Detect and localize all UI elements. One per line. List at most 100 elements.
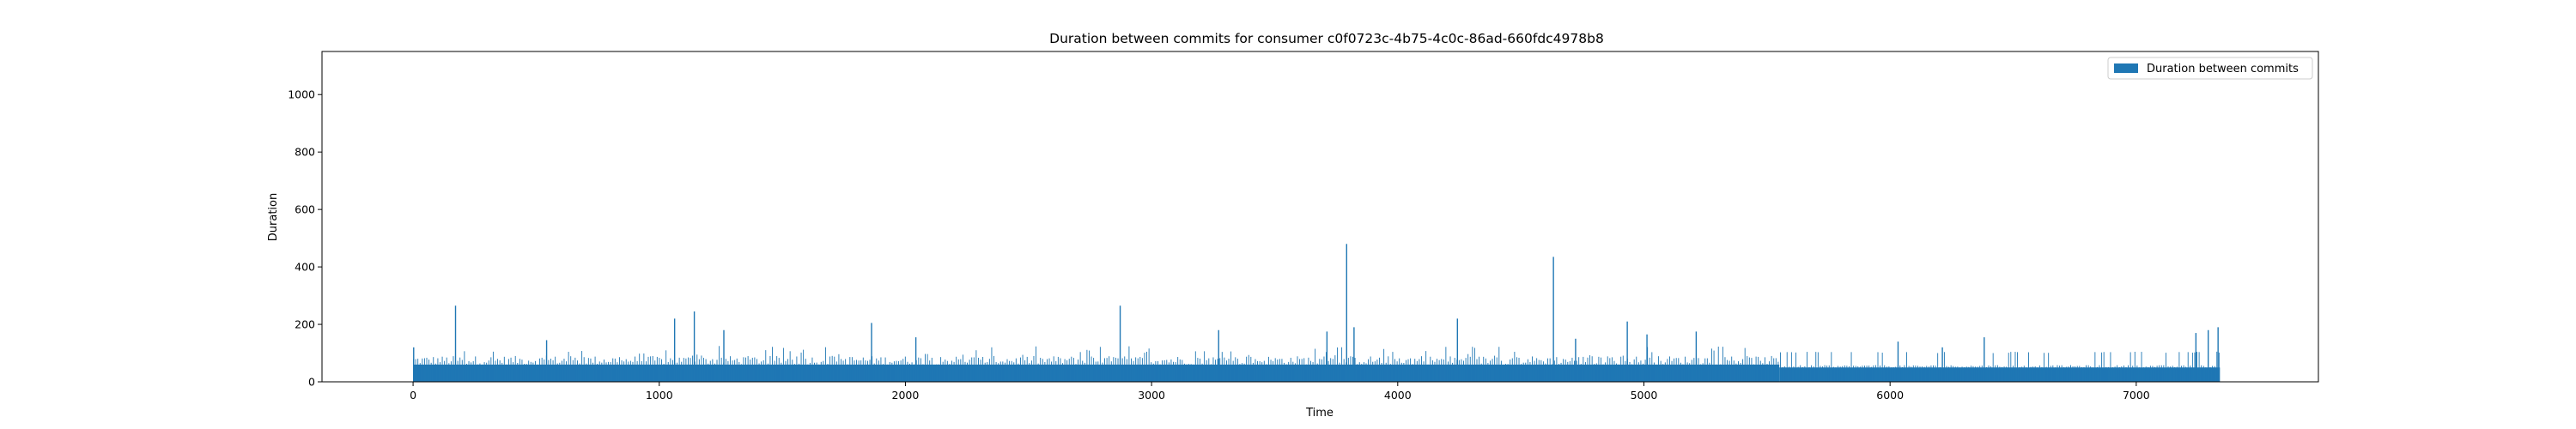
- x-tick-label: 3000: [1138, 389, 1165, 402]
- bar: [1766, 364, 1768, 382]
- bar: [878, 360, 879, 382]
- bar: [2123, 366, 2124, 382]
- bar: [2028, 352, 2029, 382]
- bar: [1163, 360, 1165, 382]
- bar: [2048, 353, 2050, 382]
- bar: [1168, 362, 1170, 382]
- bar: [1797, 366, 1799, 382]
- bar: [935, 364, 937, 382]
- bar: [1029, 363, 1030, 382]
- bar: [499, 360, 501, 382]
- bar: [1633, 359, 1635, 382]
- bar: [964, 361, 966, 382]
- bar: [632, 361, 634, 382]
- bar: [1117, 358, 1119, 382]
- bar: [1534, 360, 1535, 382]
- bar: [1403, 363, 1405, 382]
- bar: [2154, 366, 2155, 382]
- bar: [1943, 352, 1945, 382]
- bar: [1935, 366, 1936, 382]
- bar: [568, 352, 569, 382]
- bar: [1753, 364, 1754, 382]
- bar: [2003, 366, 2005, 382]
- bar: [820, 361, 822, 382]
- bar: [803, 349, 805, 382]
- bar: [1099, 347, 1101, 382]
- bar: [1866, 366, 1868, 382]
- bar: [2076, 366, 2078, 382]
- bar: [1357, 364, 1358, 382]
- legend-swatch: [2114, 63, 2138, 73]
- bar-peak: [1456, 318, 1459, 382]
- bar: [603, 360, 605, 382]
- bar: [1299, 359, 1301, 382]
- bar: [957, 359, 959, 382]
- bar: [1631, 364, 1633, 382]
- bar: [434, 363, 436, 382]
- bar: [1686, 362, 1688, 382]
- y-tick-label: 1000: [288, 88, 315, 101]
- bar: [1870, 366, 1872, 382]
- bar: [1190, 364, 1192, 382]
- bar: [2187, 352, 2189, 382]
- bar: [1629, 362, 1631, 382]
- bar: [1051, 361, 1053, 382]
- bar: [1197, 358, 1199, 382]
- bar: [1110, 361, 1112, 382]
- bar: [1769, 361, 1771, 382]
- bar: [1724, 357, 1726, 382]
- bar: [1569, 360, 1571, 382]
- bar: [898, 360, 900, 382]
- bar: [1877, 352, 1879, 382]
- y-tick-label: 600: [295, 203, 315, 216]
- bar: [2128, 365, 2129, 382]
- bar: [688, 357, 689, 382]
- bar: [1709, 362, 1710, 382]
- bar: [1006, 359, 1008, 382]
- x-axis-label: Time: [1305, 407, 1334, 420]
- bar-peak: [1695, 331, 1698, 382]
- bar: [2079, 366, 2081, 382]
- bar: [1336, 347, 1338, 382]
- bar: [1671, 360, 1673, 382]
- bar: [2159, 365, 2160, 382]
- bar: [2030, 366, 2032, 382]
- bar: [1864, 366, 1865, 382]
- bar: [497, 359, 499, 382]
- bar: [907, 361, 908, 382]
- bar: [661, 359, 662, 382]
- bar: [751, 357, 753, 382]
- bar: [2012, 366, 2014, 382]
- bar: [1013, 362, 1015, 382]
- bar: [419, 363, 421, 382]
- bar: [940, 357, 942, 382]
- bar: [1066, 360, 1068, 382]
- y-tick-label: 0: [308, 376, 315, 389]
- bar: [2101, 352, 2103, 382]
- bar: [1179, 359, 1181, 382]
- bar: [1334, 355, 1336, 382]
- bar: [1082, 360, 1084, 382]
- bar: [1979, 366, 1981, 382]
- bar: [1926, 366, 1928, 382]
- bar: [1722, 347, 1723, 382]
- bar: [1992, 353, 1994, 382]
- bar: [1055, 360, 1057, 382]
- bar: [1379, 357, 1380, 382]
- x-tick-label: 4000: [1384, 389, 1412, 402]
- bar: [514, 355, 516, 382]
- bar: [1556, 357, 1558, 382]
- bar: [805, 359, 806, 382]
- bar: [953, 361, 955, 382]
- bar: [1250, 356, 1252, 382]
- bar: [1009, 360, 1011, 382]
- bar: [1842, 366, 1844, 382]
- bar: [1775, 358, 1777, 382]
- bar: [851, 357, 853, 382]
- bar: [1698, 358, 1699, 382]
- bar: [1261, 362, 1263, 382]
- bar: [475, 356, 477, 382]
- bar: [858, 360, 860, 382]
- bar: [1294, 363, 1296, 382]
- bar: [765, 350, 767, 382]
